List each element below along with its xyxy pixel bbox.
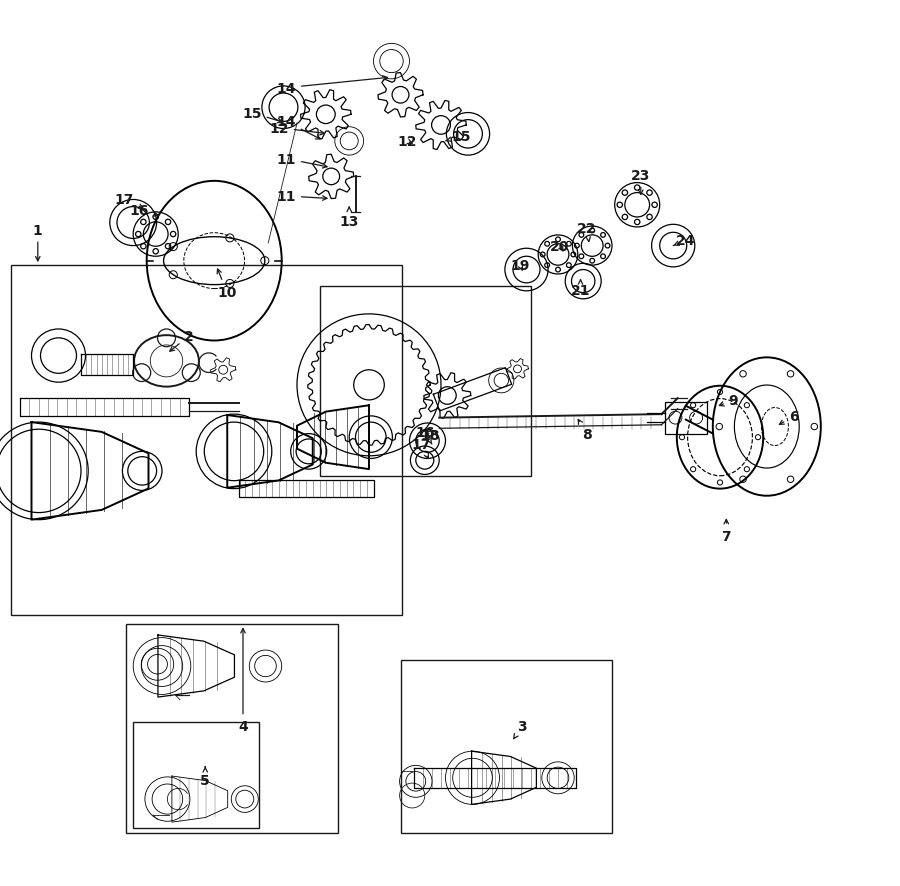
Text: 11: 11 bbox=[276, 190, 327, 204]
Text: 15: 15 bbox=[242, 106, 283, 124]
Text: 6: 6 bbox=[779, 409, 798, 425]
Text: 17: 17 bbox=[411, 438, 431, 459]
Bar bbox=[133, 722, 259, 828]
Bar bbox=[11, 266, 402, 616]
Text: 13: 13 bbox=[339, 208, 359, 229]
Text: 14: 14 bbox=[276, 76, 387, 96]
Text: 9: 9 bbox=[719, 393, 738, 408]
Text: 22: 22 bbox=[577, 222, 597, 242]
Text: 10: 10 bbox=[217, 269, 237, 299]
Text: 5: 5 bbox=[201, 767, 210, 787]
Text: 15: 15 bbox=[446, 130, 471, 144]
Text: 7: 7 bbox=[722, 520, 731, 543]
Text: 17: 17 bbox=[114, 192, 143, 209]
Text: 3: 3 bbox=[514, 719, 526, 739]
Text: 11: 11 bbox=[276, 152, 327, 169]
Text: 16: 16 bbox=[415, 425, 435, 445]
Bar bbox=[665, 402, 706, 434]
Text: 14: 14 bbox=[276, 115, 320, 140]
Text: 8: 8 bbox=[578, 420, 591, 441]
Text: 4: 4 bbox=[238, 629, 248, 734]
Text: 23: 23 bbox=[631, 168, 651, 195]
Text: 21: 21 bbox=[571, 280, 590, 298]
Bar bbox=[126, 625, 338, 833]
Text: 20: 20 bbox=[550, 239, 570, 253]
Text: 24: 24 bbox=[673, 234, 696, 248]
Bar bbox=[320, 286, 531, 477]
Bar bbox=[400, 660, 612, 833]
Text: 12: 12 bbox=[269, 121, 324, 136]
Text: 1: 1 bbox=[33, 223, 42, 261]
Text: 18: 18 bbox=[420, 429, 440, 443]
Text: 19: 19 bbox=[510, 259, 530, 273]
Text: 12: 12 bbox=[397, 135, 417, 149]
Text: 16: 16 bbox=[130, 204, 158, 218]
Text: 2: 2 bbox=[170, 330, 194, 352]
